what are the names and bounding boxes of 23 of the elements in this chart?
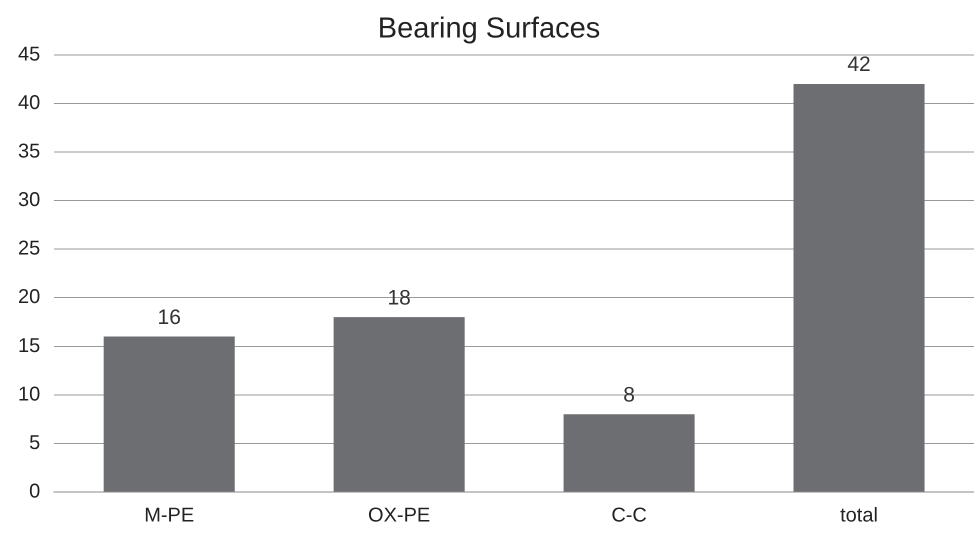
y-tick-label: 40	[18, 92, 40, 114]
x-tick-label: total	[840, 504, 878, 527]
data-label: 42	[847, 53, 871, 76]
x-tick-label: C-C	[611, 504, 647, 527]
y-tick-label: 5	[29, 432, 40, 454]
y-tick-label: 45	[18, 43, 40, 66]
chart-title: Bearing Surfaces	[378, 12, 600, 44]
bar	[104, 336, 235, 492]
y-tick-label: 25	[18, 238, 40, 260]
y-tick-label: 35	[18, 140, 40, 162]
x-tick-label: OX-PE	[368, 504, 430, 527]
bar	[334, 317, 465, 492]
y-tick-label: 15	[18, 334, 40, 357]
bar	[564, 414, 695, 492]
y-tick-label: 20	[18, 286, 40, 308]
y-tick-label: 10	[18, 383, 40, 406]
data-label: 18	[387, 286, 411, 310]
y-tick-label: 30	[18, 189, 40, 212]
data-label: 16	[158, 306, 181, 329]
x-tick-label: M-PE	[144, 504, 194, 527]
bar	[794, 84, 925, 492]
y-tick-label: 0	[29, 480, 40, 503]
data-label: 8	[623, 384, 635, 407]
